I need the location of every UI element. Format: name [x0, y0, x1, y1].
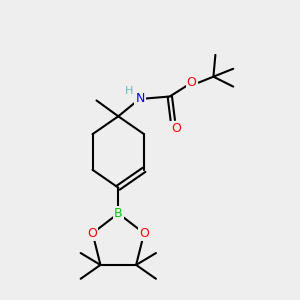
Text: N: N — [135, 92, 145, 105]
Text: O: O — [88, 227, 98, 240]
Text: O: O — [187, 76, 196, 89]
Text: B: B — [114, 207, 123, 220]
Text: O: O — [139, 227, 149, 240]
Text: H: H — [125, 85, 134, 96]
Text: O: O — [171, 122, 181, 135]
